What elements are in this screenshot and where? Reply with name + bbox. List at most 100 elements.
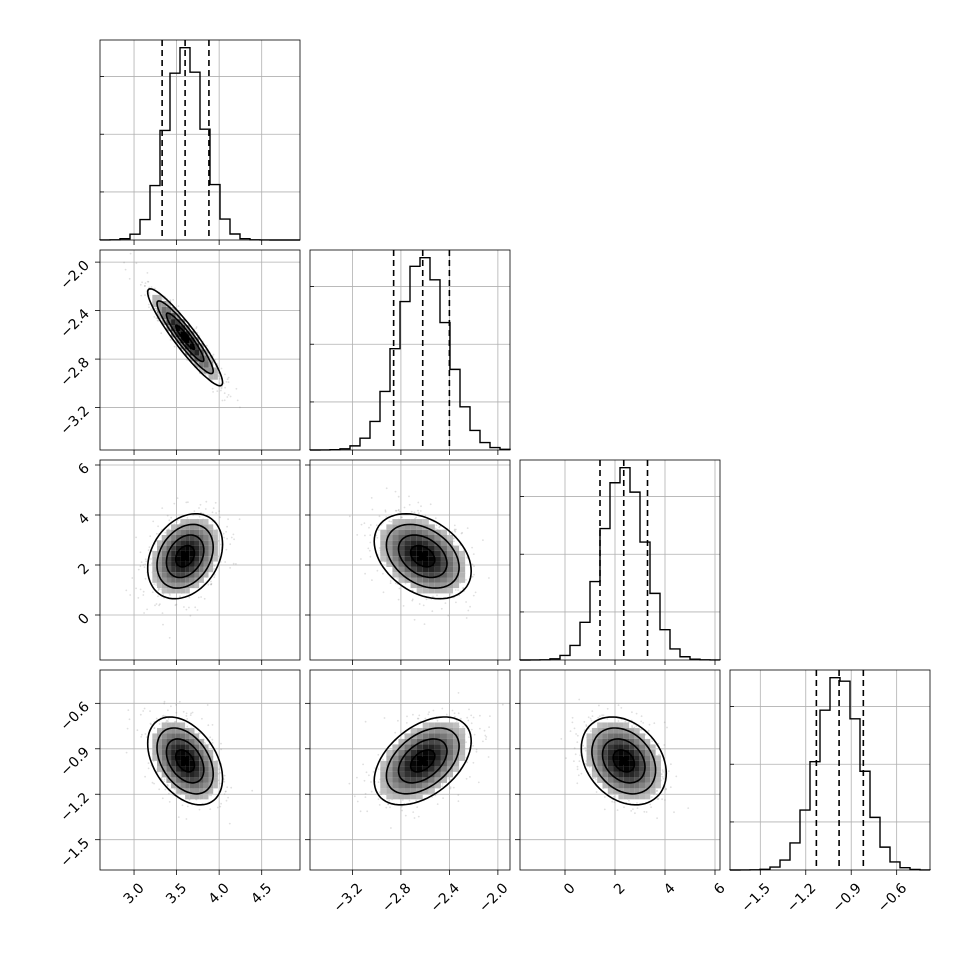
sample-point bbox=[177, 816, 180, 818]
density-cell bbox=[203, 519, 209, 525]
density-cell bbox=[597, 722, 603, 728]
sample-point bbox=[611, 800, 614, 803]
density-cell bbox=[380, 545, 387, 551]
sample-point bbox=[473, 573, 475, 576]
density-cell bbox=[175, 782, 181, 789]
scatter-panel-3-2 bbox=[515, 669, 721, 875]
density-cell bbox=[185, 524, 190, 530]
sample-point bbox=[125, 589, 128, 592]
sample-point bbox=[238, 518, 241, 521]
sample-point bbox=[364, 792, 367, 795]
density-cell bbox=[634, 782, 640, 789]
sample-point bbox=[155, 309, 158, 312]
density-cell bbox=[185, 733, 190, 739]
density-cell bbox=[175, 777, 181, 783]
density-cell bbox=[199, 788, 204, 794]
sample-point bbox=[397, 495, 400, 498]
contour-line-1 bbox=[165, 738, 205, 784]
sample-point bbox=[484, 734, 487, 737]
density-cell bbox=[189, 566, 195, 573]
density-cell bbox=[185, 561, 190, 567]
density-cell bbox=[416, 524, 423, 530]
sample-point bbox=[389, 806, 391, 809]
density-cell bbox=[175, 766, 181, 772]
sample-point bbox=[169, 594, 171, 596]
sample-point bbox=[144, 733, 147, 735]
density-cell bbox=[422, 519, 429, 525]
sample-point bbox=[424, 514, 427, 517]
sample-point bbox=[147, 549, 150, 552]
density-cell bbox=[171, 319, 176, 326]
density-cell bbox=[157, 738, 162, 745]
y-tick-label: −1.5 bbox=[57, 835, 92, 870]
sample-point bbox=[656, 817, 658, 820]
density-cell bbox=[157, 582, 162, 589]
sample-point bbox=[214, 359, 217, 361]
sample-point bbox=[460, 717, 462, 720]
sample-point bbox=[635, 712, 638, 715]
density-cell bbox=[634, 738, 640, 745]
histogram-step bbox=[729, 676, 931, 871]
sample-point bbox=[227, 518, 230, 521]
density-cell bbox=[434, 749, 441, 756]
panel-frame bbox=[99, 669, 301, 871]
sample-point bbox=[656, 798, 659, 800]
sample-point bbox=[230, 786, 233, 789]
sample-point bbox=[583, 721, 586, 723]
density-cell bbox=[453, 766, 460, 772]
sample-point bbox=[162, 714, 165, 717]
sample-point bbox=[465, 601, 467, 603]
sample-point bbox=[648, 723, 651, 726]
sample-point bbox=[442, 797, 444, 799]
density-cell bbox=[440, 545, 447, 551]
sample-point bbox=[455, 719, 458, 722]
density-cell bbox=[380, 540, 387, 546]
sample-point bbox=[470, 728, 473, 731]
density-cell bbox=[161, 556, 167, 562]
density-cell bbox=[410, 524, 417, 530]
sample-point bbox=[239, 406, 241, 409]
sample-point bbox=[413, 618, 416, 621]
density-cell bbox=[634, 749, 640, 756]
density-cell bbox=[213, 545, 218, 551]
density-cell bbox=[398, 793, 405, 800]
sample-point bbox=[126, 727, 129, 730]
x-tick-label: 3.0 bbox=[121, 880, 148, 907]
density-cell bbox=[597, 733, 603, 739]
density-cell bbox=[194, 550, 200, 557]
sample-point bbox=[394, 490, 397, 493]
density-cell bbox=[213, 771, 218, 778]
density-cell bbox=[629, 793, 635, 800]
density-cell bbox=[392, 566, 399, 573]
density-cell bbox=[410, 760, 417, 767]
density-cell bbox=[208, 355, 214, 362]
density-cell bbox=[171, 535, 176, 541]
sample-point bbox=[217, 540, 220, 542]
density-cell bbox=[380, 777, 387, 783]
sample-point bbox=[232, 562, 235, 565]
density-cell bbox=[180, 722, 186, 728]
x-tick-label: −0.6 bbox=[875, 880, 910, 915]
density-cell bbox=[639, 771, 645, 778]
scatter-panel-3-1 bbox=[305, 669, 511, 875]
sample-point bbox=[195, 327, 198, 330]
scatter-panel-3-0 bbox=[95, 669, 301, 875]
panel-frame bbox=[519, 669, 721, 871]
density-cell bbox=[404, 572, 411, 578]
sample-point bbox=[573, 760, 575, 763]
density-cell bbox=[194, 572, 200, 578]
sample-point bbox=[143, 707, 146, 710]
sample-point bbox=[173, 788, 176, 791]
sample-point bbox=[363, 522, 366, 525]
density-cell bbox=[203, 545, 209, 551]
density-cell bbox=[203, 529, 209, 535]
sample-point bbox=[232, 533, 235, 536]
panel-frame bbox=[519, 459, 721, 661]
density-cell bbox=[189, 771, 195, 778]
sample-point bbox=[158, 723, 161, 725]
sample-point bbox=[595, 791, 598, 793]
sample-point bbox=[666, 726, 668, 729]
sample-point bbox=[636, 807, 639, 809]
sample-point bbox=[364, 534, 366, 537]
density-cell bbox=[591, 744, 598, 750]
